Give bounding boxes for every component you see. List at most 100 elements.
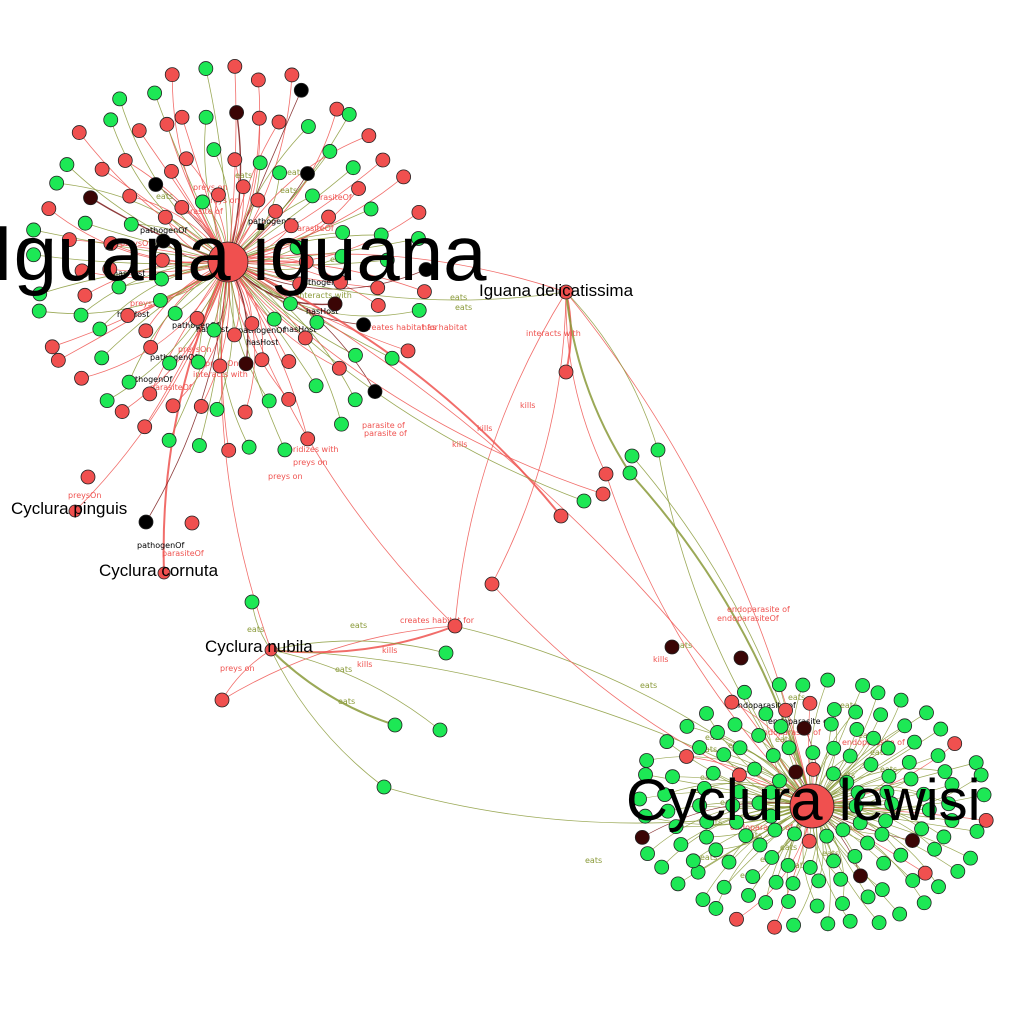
species-node bbox=[699, 829, 714, 845]
species-node bbox=[154, 252, 170, 268]
species-node bbox=[752, 837, 768, 853]
species-node bbox=[786, 917, 801, 933]
species-node bbox=[880, 740, 896, 756]
species-node bbox=[235, 179, 251, 195]
species-node bbox=[309, 314, 325, 330]
node-label-cyclura-nubila: Cyclura nubila bbox=[205, 637, 313, 656]
species-node bbox=[802, 695, 818, 711]
edge-label: eats bbox=[700, 853, 717, 862]
species-node bbox=[685, 853, 701, 869]
edge-label: endoparasiteOf bbox=[717, 614, 779, 623]
bridge-edge bbox=[383, 786, 813, 824]
species-node bbox=[164, 163, 179, 179]
species-node bbox=[165, 398, 181, 414]
edge-label: creates habitat for bbox=[400, 616, 475, 625]
species-node bbox=[283, 296, 298, 312]
species-node bbox=[823, 716, 839, 732]
species-node bbox=[768, 874, 784, 890]
species-node bbox=[866, 730, 881, 746]
species-node bbox=[300, 119, 316, 134]
species-node bbox=[121, 374, 137, 390]
species-node bbox=[94, 350, 110, 366]
species-node bbox=[763, 784, 779, 800]
species-node bbox=[74, 370, 89, 386]
species-node bbox=[801, 833, 817, 849]
species-node bbox=[930, 748, 946, 764]
species-node bbox=[788, 764, 804, 780]
species-node bbox=[345, 160, 361, 176]
species-node bbox=[781, 894, 796, 909]
species-node bbox=[229, 105, 245, 120]
species-node bbox=[241, 439, 257, 455]
bridge-edge bbox=[629, 472, 813, 807]
species-node bbox=[670, 876, 686, 892]
edge-label: eats bbox=[585, 856, 602, 865]
species-node bbox=[811, 873, 827, 889]
hub-node-cyclura-pinguis bbox=[68, 504, 82, 518]
node-label-iguana-iguana: Iguana iguana bbox=[0, 209, 487, 297]
species-node bbox=[211, 187, 226, 203]
species-node bbox=[758, 895, 774, 910]
species-node bbox=[679, 718, 695, 734]
species-node bbox=[250, 192, 266, 208]
species-node bbox=[137, 419, 153, 435]
species-node bbox=[763, 808, 779, 824]
species-node bbox=[849, 722, 865, 737]
species-node bbox=[905, 833, 920, 848]
species-node bbox=[322, 144, 338, 159]
species-node bbox=[931, 879, 946, 895]
species-node bbox=[558, 364, 574, 380]
bridge-edge bbox=[491, 583, 813, 807]
species-node bbox=[893, 692, 909, 708]
species-node bbox=[122, 188, 138, 204]
species-node bbox=[892, 906, 908, 922]
species-node bbox=[251, 110, 267, 126]
species-node bbox=[936, 829, 952, 845]
species-node bbox=[198, 109, 214, 125]
bridge-edge bbox=[454, 291, 567, 627]
bridge-edge bbox=[270, 649, 396, 726]
species-node bbox=[927, 841, 942, 857]
species-node bbox=[893, 847, 909, 863]
species-node bbox=[878, 813, 893, 829]
species-node bbox=[950, 863, 966, 879]
species-node bbox=[785, 876, 801, 891]
species-node bbox=[839, 774, 855, 790]
species-node bbox=[855, 678, 871, 693]
edge-label: parasiteOf bbox=[292, 224, 334, 233]
species-node bbox=[731, 767, 747, 783]
species-node bbox=[261, 393, 277, 409]
species-node bbox=[699, 814, 715, 830]
species-node bbox=[692, 740, 707, 755]
edge-label: eats bbox=[822, 849, 839, 858]
species-node bbox=[941, 796, 957, 812]
species-node bbox=[826, 740, 842, 756]
species-node bbox=[227, 152, 243, 168]
species-node bbox=[737, 684, 752, 700]
species-node bbox=[874, 882, 890, 898]
species-node bbox=[103, 236, 119, 251]
edge-label: interacts with bbox=[297, 291, 352, 300]
species-node bbox=[272, 165, 287, 181]
species-node bbox=[696, 780, 712, 796]
species-node bbox=[835, 822, 851, 838]
species-node bbox=[881, 768, 897, 784]
species-node bbox=[209, 402, 225, 417]
species-node bbox=[73, 307, 89, 323]
bridge-edge bbox=[221, 625, 456, 701]
species-node bbox=[250, 72, 266, 88]
species-node bbox=[842, 913, 858, 929]
species-node bbox=[44, 339, 60, 355]
edge-label: parasite of bbox=[180, 207, 223, 216]
species-node bbox=[329, 101, 345, 117]
species-node bbox=[327, 296, 343, 312]
species-node bbox=[293, 82, 309, 98]
interaction-edge bbox=[227, 261, 309, 439]
species-node bbox=[80, 469, 96, 485]
bridge-edge bbox=[270, 640, 447, 654]
species-node bbox=[244, 594, 260, 610]
edge-label: kills bbox=[452, 440, 467, 449]
species-node bbox=[708, 842, 724, 858]
species-node bbox=[384, 350, 400, 366]
species-node bbox=[361, 128, 377, 144]
